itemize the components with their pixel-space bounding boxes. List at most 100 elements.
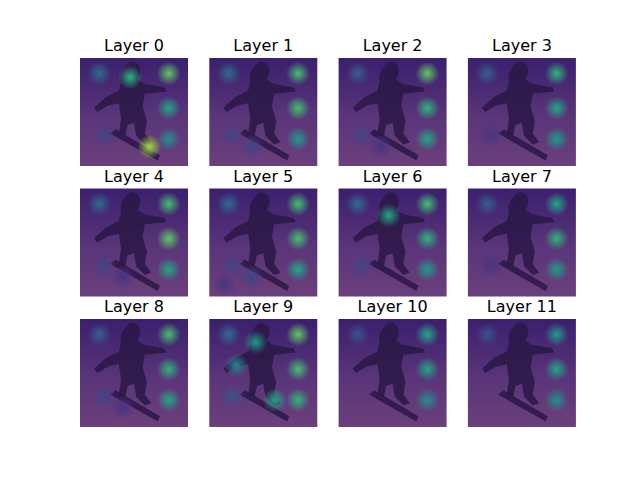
heat-spot (377, 204, 401, 228)
image-ground (468, 58, 576, 166)
heat-spot (415, 388, 439, 412)
heat-spot (545, 322, 569, 346)
snowboard (369, 390, 419, 421)
snowboard (240, 260, 290, 291)
image-ground (80, 189, 188, 297)
panel-title: Layer 5 (233, 167, 293, 186)
heat-spot (545, 357, 569, 381)
heat-spot (286, 388, 310, 412)
heat-layer (475, 322, 568, 421)
heat-spot (157, 322, 181, 346)
heat-spot (240, 135, 264, 159)
heat-spot (286, 96, 310, 120)
image-ground (339, 58, 447, 166)
heat-spot (475, 322, 499, 346)
heat-spot (415, 127, 439, 151)
panel-title: Layer 11 (487, 297, 557, 316)
heat-spot (346, 61, 370, 85)
heat-layer (475, 192, 568, 291)
panel-title: Layer 2 (363, 36, 423, 55)
heat-spot (263, 388, 287, 412)
heat-spot (346, 192, 370, 216)
image-ground (80, 319, 188, 427)
heat-spot (137, 135, 161, 159)
heat-spot (286, 322, 310, 346)
snowboard (498, 390, 548, 421)
heat-spot (286, 357, 310, 381)
snowboard (110, 390, 160, 421)
heat-layer (87, 61, 180, 160)
heat-layer (346, 192, 439, 291)
heat-spot (157, 96, 181, 120)
heat-spot (286, 192, 310, 216)
panel-title: Layer 9 (233, 297, 293, 316)
snowboard (110, 260, 160, 291)
panel: Layer 11 (468, 297, 576, 427)
panel: Layer 8 (80, 297, 188, 427)
heat-layer (87, 192, 180, 291)
heat-spot (110, 396, 134, 420)
panel: Layer 10 (339, 297, 447, 427)
image-ground (468, 189, 576, 297)
heat-spot (244, 330, 268, 354)
heat-spot (157, 61, 181, 85)
heat-spot (415, 322, 439, 346)
heat-spot (110, 265, 134, 289)
snowboard (369, 129, 419, 160)
heat-spot (545, 127, 569, 151)
panel-title: Layer 8 (104, 297, 164, 316)
panel-title: Layer 10 (358, 297, 428, 316)
heat-spot (87, 322, 111, 346)
panel-title: Layer 4 (104, 167, 164, 186)
panel: Layer 4 (80, 167, 188, 297)
snowboard (498, 129, 548, 160)
heat-spot (479, 254, 503, 278)
panel: Layer 7 (468, 167, 576, 297)
heat-spot (118, 65, 142, 89)
panel-title: Layer 6 (363, 167, 423, 186)
heat-layer (475, 61, 568, 160)
image-ground (339, 319, 447, 427)
heat-spot (415, 357, 439, 381)
figure: Layer 0 Layer 1 Layer 2 Layer 3 Layer 4 Layer… (0, 0, 640, 480)
heat-spot (475, 192, 499, 216)
image-ground (209, 189, 317, 297)
heat-spot (479, 123, 503, 147)
panel: Layer 0 (80, 36, 188, 166)
heat-layer (87, 322, 180, 421)
heat-spot (157, 357, 181, 381)
heat-spot (415, 192, 439, 216)
heat-spot (545, 258, 569, 282)
image-ground (339, 189, 447, 297)
heat-spot (545, 192, 569, 216)
heat-spot (415, 258, 439, 282)
heat-layer (217, 322, 310, 421)
heat-spot (475, 61, 499, 85)
panel: Layer 6 (339, 167, 447, 297)
heat-spot (157, 227, 181, 251)
heat-spot (545, 388, 569, 412)
heat-spot (415, 61, 439, 85)
heat-spot (87, 61, 111, 85)
heat-spot (286, 127, 310, 151)
panel-title: Layer 3 (492, 36, 552, 55)
heat-layer (346, 61, 439, 160)
image-ground (209, 58, 317, 166)
heat-spot (224, 353, 248, 377)
panel-title: Layer 7 (492, 167, 552, 186)
panel-title: Layer 1 (233, 36, 293, 55)
panel: Layer 5 (209, 167, 317, 297)
heat-spot (87, 192, 111, 216)
image-ground (209, 319, 317, 427)
snowboard (369, 260, 419, 291)
heat-layer (213, 192, 310, 297)
heat-spot (545, 96, 569, 120)
panel: Layer 1 (209, 36, 317, 166)
heat-spot (240, 265, 264, 289)
snowboard (498, 260, 548, 291)
heat-spot (286, 227, 310, 251)
heat-layer (217, 61, 310, 160)
heat-spot (220, 384, 244, 408)
heat-spot (217, 322, 241, 346)
heat-spot (286, 258, 310, 282)
